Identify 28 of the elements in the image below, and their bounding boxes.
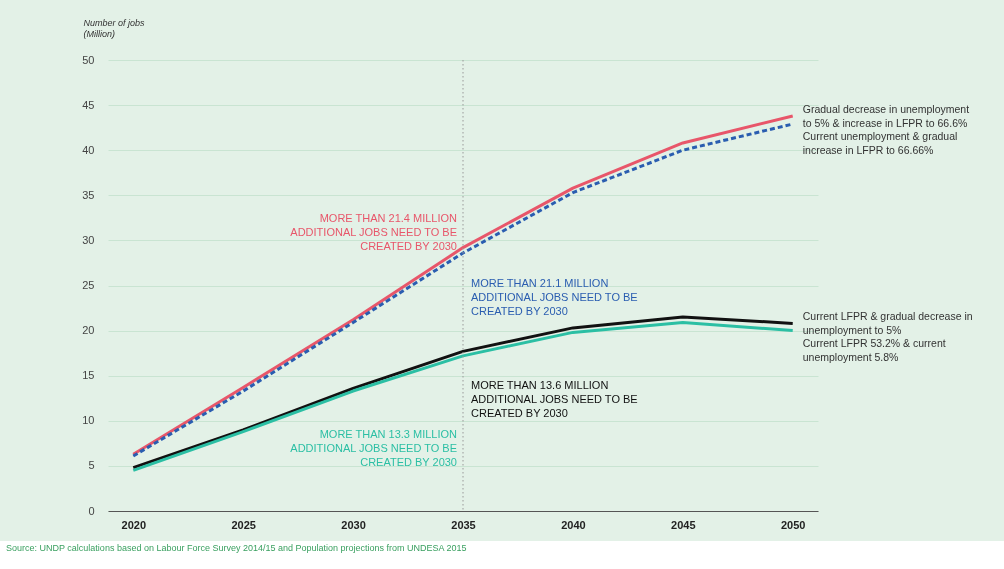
y-axis-title: Number of jobs (Million) — [83, 17, 146, 39]
y-tick-label: 0 — [88, 504, 95, 517]
x-tick-label: 2040 — [561, 518, 586, 531]
y-tick-label: 30 — [82, 233, 95, 246]
y-tick-label: 15 — [82, 369, 95, 382]
x-tick-label: 2025 — [231, 518, 256, 531]
x-tick-label: 2030 — [341, 518, 366, 531]
y-tick-label: 10 — [82, 414, 95, 427]
x-tick-label: 2035 — [451, 518, 476, 531]
series-label: Current unemployment & gradual increase in LFPR to 66.66% — [802, 130, 958, 157]
annotation: MORE THAN 21.1 MILLION ADDITIONAL JOBS NEED TO BE CREATED BY 2030 — [471, 276, 638, 317]
y-tick-label: 45 — [82, 98, 95, 111]
source-note: Source: UNDP calculations based on Labour Force Survey 2014/15 and Population projections from UNDESA 2015 — [5, 542, 468, 555]
y-tick-label: 40 — [82, 143, 95, 156]
series-label: Gradual decrease in unemployment to 5% & increase in LFPR to 66.6% — [802, 102, 970, 129]
y-tick-label: 20 — [82, 324, 95, 337]
x-tick-label: 2020 — [121, 518, 147, 531]
y-tick-label: 5 — [88, 459, 95, 472]
annotation: MORE THAN 13.3 MILLION ADDITIONAL JOBS NEED TO BE CREATED BY 2030 — [290, 428, 458, 469]
y-tick-label: 50 — [82, 53, 95, 66]
annotation: MORE THAN 13.6 MILLION ADDITIONAL JOBS NEED TO BE CREATED BY 2030 — [471, 378, 638, 419]
y-tick-label: 35 — [82, 188, 95, 201]
annotation: MORE THAN 21.4 MILLION ADDITIONAL JOBS NEED TO BE CREATED BY 2030 — [290, 211, 458, 252]
x-tick-label: 2050 — [780, 518, 806, 531]
series-label: Current LFPR 53.2% & current unemployment 5.8% — [802, 336, 946, 363]
y-tick-label: 25 — [82, 279, 95, 291]
x-tick-label: 2045 — [671, 518, 696, 531]
series-label: Current LFPR & gradual decrease in unemployment to 5% — [802, 310, 973, 337]
